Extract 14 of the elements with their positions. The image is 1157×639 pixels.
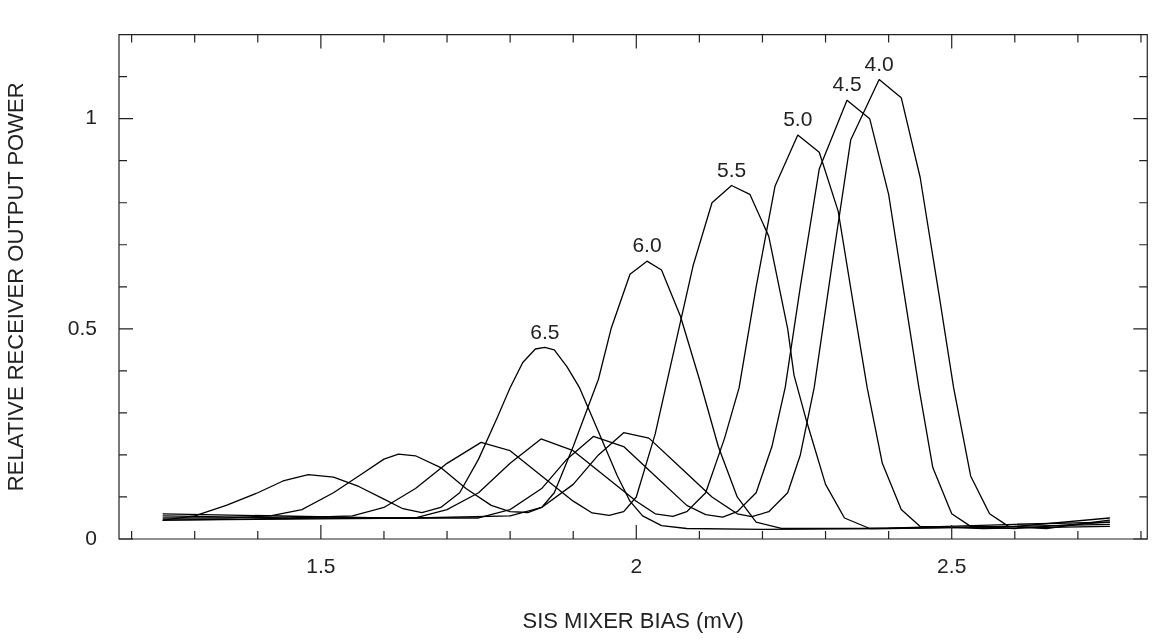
y-tick-label: 0.5 (67, 315, 97, 339)
annotation: 4.5 (832, 72, 862, 96)
annotation: 5.0 (783, 107, 813, 131)
y-tick-label: 0 (85, 525, 97, 549)
x-tick-label: 1.5 (306, 554, 336, 578)
x-axis-title: SIS MIXER BIAS (mV) (522, 607, 744, 633)
annotation: 6.0 (632, 233, 662, 257)
x-tick-label: 2.5 (937, 554, 967, 578)
y-axis-title: RELATIVE RECEIVER OUTPUT POWER (3, 82, 29, 492)
annotation: 4.0 (864, 51, 894, 75)
x-tick-label: 2 (630, 554, 643, 578)
annotation: 5.5 (716, 157, 747, 181)
annotation: 6.5 (530, 319, 560, 343)
y-tick-label: 1 (85, 105, 97, 129)
